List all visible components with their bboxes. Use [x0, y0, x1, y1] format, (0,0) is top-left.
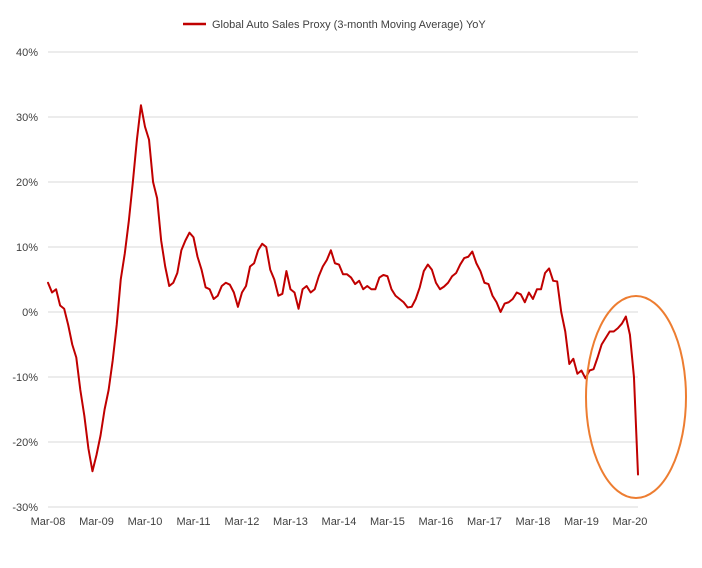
y-tick-label: -30%	[12, 502, 38, 514]
x-tick-label: Mar-15	[370, 516, 405, 528]
x-tick-label: Mar-08	[31, 516, 66, 528]
x-tick-label: Mar-19	[564, 516, 599, 528]
y-tick-label: -20%	[12, 437, 38, 449]
y-tick-label: 20%	[16, 177, 38, 189]
x-tick-label: Mar-10	[128, 516, 163, 528]
x-tick-label: Mar-18	[516, 516, 551, 528]
x-tick-label: Mar-13	[273, 516, 308, 528]
y-tick-label: 10%	[16, 242, 38, 254]
y-tick-label: 40%	[16, 47, 38, 59]
x-tick-label: Mar-17	[467, 516, 502, 528]
series-line-global-auto-sales	[47, 104, 639, 476]
series-layer	[47, 104, 639, 476]
x-tick-label: Mar-09	[79, 516, 114, 528]
x-tick-label: Mar-11	[176, 516, 210, 528]
x-tick-label: Mar-16	[419, 516, 454, 528]
legend-label: Global Auto Sales Proxy (3-month Moving …	[212, 19, 486, 31]
x-axis: Mar-08 Mar-09 Mar-10 Mar-11 Mar-12 Mar-13 Mar-…	[31, 516, 648, 528]
legend: Global Auto Sales Proxy (3-month Moving …	[183, 19, 486, 31]
y-tick-label: 0%	[22, 307, 38, 319]
x-tick-label: Mar-14	[322, 516, 357, 528]
highlight-ellipse	[585, 295, 687, 499]
y-tick-label: -10%	[12, 372, 38, 384]
y-axis: 40% 30% 20% 10% 0% -10% -20% -30%	[12, 47, 38, 514]
x-tick-label: Mar-12	[225, 516, 260, 528]
x-tick-label: Mar-20	[612, 516, 647, 528]
y-tick-label: 30%	[16, 112, 38, 124]
gridlines	[48, 51, 638, 508]
